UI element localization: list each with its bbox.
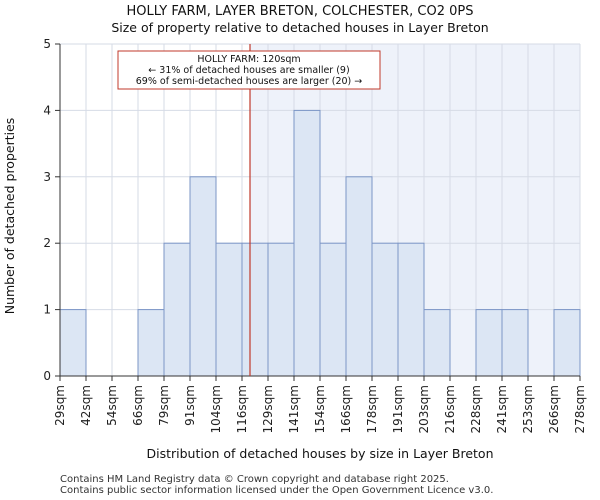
x-tick-label: 42sqm (79, 385, 93, 426)
x-tick-label: 129sqm (261, 385, 275, 433)
y-tick-label: 0 (43, 369, 51, 383)
x-tick-label: 91sqm (183, 385, 197, 426)
annotation-line-1: HOLLY FARM: 120sqm (197, 54, 300, 65)
bar (553, 309, 581, 377)
bar (501, 309, 529, 377)
x-tick-label: 228sqm (469, 385, 483, 433)
x-tick-label: 191sqm (391, 385, 405, 433)
bar (293, 109, 321, 377)
x-tick-label: 141sqm (287, 385, 301, 433)
bar (267, 242, 295, 377)
y-tick-label: 1 (43, 303, 51, 317)
x-tick-label: 66sqm (131, 385, 145, 426)
x-tick-label: 241sqm (495, 385, 509, 433)
x-tick-label: 266sqm (547, 385, 561, 433)
y-axis-label: Number of detached properties (2, 118, 17, 315)
footer-line-2: Contains public sector information licen… (60, 485, 494, 496)
bar (423, 309, 451, 377)
chart-subtitle: Size of property relative to detached ho… (111, 20, 488, 35)
y-tick-label: 3 (43, 170, 51, 184)
x-tick-label: 116sqm (235, 385, 249, 433)
bar (475, 309, 503, 377)
bar (163, 242, 191, 377)
bar (397, 242, 425, 377)
x-tick-label: 79sqm (157, 385, 171, 426)
x-tick-label: 154sqm (313, 385, 327, 433)
y-tick-label: 2 (43, 236, 51, 250)
bar (319, 242, 347, 377)
bar (189, 176, 217, 377)
footer-line-1: Contains HM Land Registry data © Crown c… (60, 474, 449, 485)
y-tick-label: 5 (43, 37, 51, 51)
x-tick-label: 278sqm (573, 385, 587, 433)
bar (59, 309, 87, 377)
x-tick-label: 178sqm (365, 385, 379, 433)
x-tick-label: 104sqm (209, 385, 223, 433)
bar (215, 242, 243, 377)
x-tick-label: 216sqm (443, 385, 457, 433)
attribution-footer: Contains HM Land Registry data © Crown c… (60, 474, 493, 496)
x-axis-label: Distribution of detached houses by size … (147, 446, 494, 461)
x-tick-label: 29sqm (53, 385, 67, 426)
y-tick-label: 4 (43, 103, 51, 117)
x-tick-label: 253sqm (521, 385, 535, 433)
bar (371, 242, 399, 377)
annotation-line-3: 69% of semi-detached houses are larger (… (136, 76, 363, 87)
x-tick-label: 166sqm (339, 385, 353, 433)
x-tick-label: 54sqm (105, 385, 119, 426)
bar (241, 242, 269, 377)
annotation-line-2: ← 31% of detached houses are smaller (9) (148, 65, 349, 76)
annotation-box (117, 50, 381, 90)
bar (345, 176, 373, 377)
x-tick-label: 203sqm (417, 385, 431, 433)
chart-title: HOLLY FARM, LAYER BRETON, COLCHESTER, CO… (126, 4, 473, 19)
bar (137, 309, 165, 377)
